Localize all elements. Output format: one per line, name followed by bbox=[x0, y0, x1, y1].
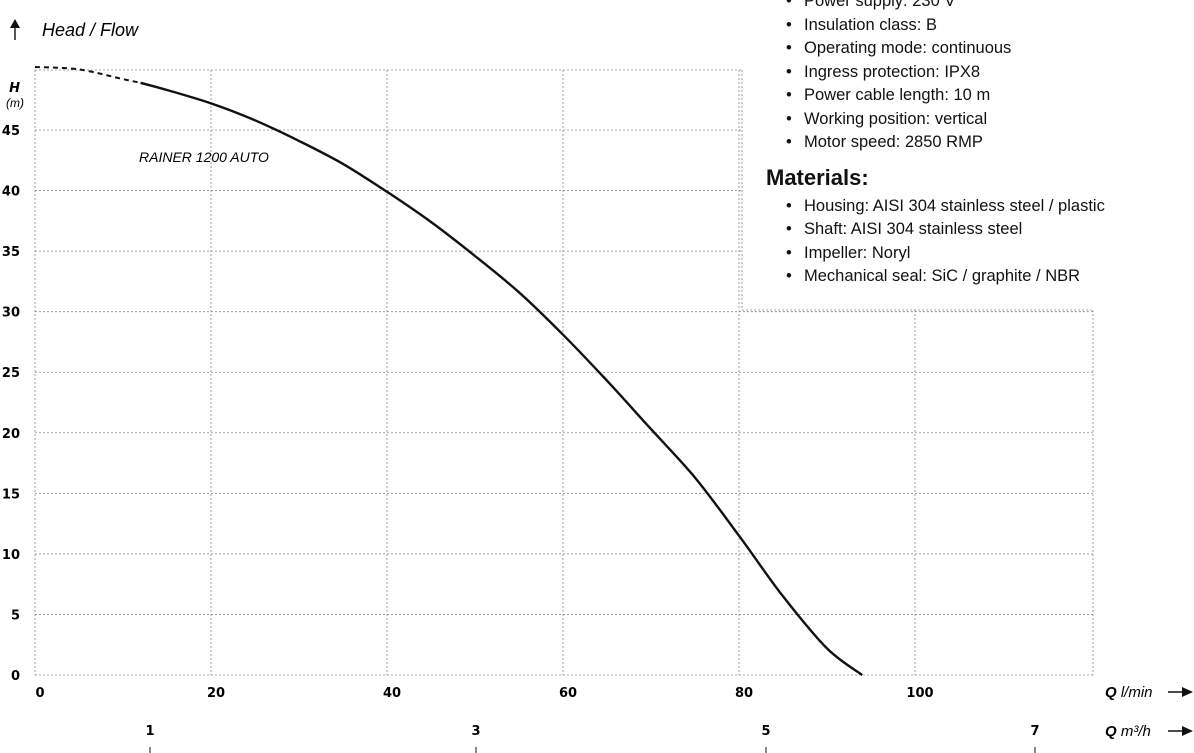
y-tick-label: 40 bbox=[2, 185, 20, 200]
spec-text: Insulation class: B bbox=[804, 15, 937, 34]
y-tick-label: 45 bbox=[2, 124, 20, 139]
bullet-icon: • bbox=[786, 196, 792, 215]
right-arrow-head-icon bbox=[1182, 687, 1193, 697]
material-item: • Impeller: Noryl bbox=[786, 242, 1186, 266]
x-tick-label-lmin: 80 bbox=[735, 686, 753, 701]
chart-title: Head / Flow bbox=[42, 20, 139, 40]
x-tick-label-lmin: 100 bbox=[906, 686, 933, 701]
spec-text: Working position: vertical bbox=[804, 109, 988, 128]
materials-list: • Housing: AISI 304 stainless steel / pla… bbox=[786, 195, 1186, 289]
bullet-icon: • bbox=[786, 0, 792, 10]
x-axis-unit: l/min bbox=[1117, 684, 1153, 701]
y-tick-label: 20 bbox=[2, 427, 20, 442]
material-item: • Mechanical seal: SiC / graphite / NBR bbox=[786, 265, 1186, 289]
spec-item: • Power supply: 230 V bbox=[786, 0, 1186, 14]
spec-text: Motor speed: 2850 RMP bbox=[804, 133, 983, 151]
spec-item: • Motor speed: 2850 RMP bbox=[786, 131, 1186, 155]
material-item: • Shaft: AISI 304 stainless steel bbox=[786, 218, 1186, 242]
y-tick-label: 35 bbox=[2, 245, 20, 260]
y-tick-label: 15 bbox=[2, 487, 20, 502]
spec-list: • Power supply: 230 V • Insulation class: B… bbox=[786, 0, 1186, 155]
x-axis-q: Q bbox=[1105, 684, 1117, 701]
x-axis-label-m3h: Q m³/h bbox=[1105, 723, 1151, 740]
axes bbox=[10, 19, 1193, 753]
right-arrow-head-icon bbox=[1182, 726, 1193, 736]
x-tick-label-lmin: 60 bbox=[559, 686, 577, 701]
x-tick-label-lmin: 20 bbox=[207, 686, 225, 701]
bullet-icon: • bbox=[786, 267, 792, 285]
bullet-icon: • bbox=[786, 133, 792, 151]
y-tick-label: 25 bbox=[2, 366, 20, 381]
bullet-icon: • bbox=[786, 86, 792, 104]
material-item: • Housing: AISI 304 stainless steel / pla… bbox=[786, 195, 1186, 219]
spec-text: Operating mode: continuous bbox=[804, 39, 1012, 57]
x-axis-label-lmin: Q l/min bbox=[1105, 684, 1153, 701]
series-label: RAINER 1200 AUTO bbox=[139, 149, 269, 165]
bullet-icon: • bbox=[786, 39, 792, 57]
y-axis-label: H bbox=[9, 81, 20, 96]
bullet-icon: • bbox=[786, 62, 792, 81]
spec-item: • Working position: vertical bbox=[786, 108, 1186, 132]
series-line-dashed bbox=[34, 66, 141, 84]
bullet-icon: • bbox=[786, 15, 792, 34]
x-tick-label-lmin: 40 bbox=[383, 686, 401, 701]
curve-group bbox=[34, 66, 863, 676]
bullet-icon: • bbox=[786, 109, 792, 128]
x-tick-label-m3h: 5 bbox=[761, 724, 770, 739]
material-text: Mechanical seal: SiC / graphite / NBR bbox=[804, 267, 1081, 285]
materials-heading: Materials: bbox=[766, 164, 869, 190]
x-tick-label-lmin: 0 bbox=[35, 686, 44, 701]
spec-text: Power supply: 230 V bbox=[804, 0, 956, 10]
spec-text: Power cable length: 10 m bbox=[804, 86, 991, 104]
y-tick-label: 5 bbox=[11, 608, 20, 623]
up-arrow-head-icon bbox=[10, 19, 20, 28]
spec-text: Ingress protection: IPX8 bbox=[804, 62, 981, 81]
series-line bbox=[140, 81, 863, 676]
grid bbox=[34, 69, 1094, 676]
y-axis-unit: (m) bbox=[6, 96, 24, 110]
y-tick-label: 10 bbox=[2, 548, 20, 563]
bullet-icon: • bbox=[786, 243, 792, 262]
bullet-icon: • bbox=[786, 220, 792, 238]
x-tick-label-m3h: 7 bbox=[1030, 724, 1039, 739]
specs-panel: • Power supply: 230 V • Insulation class: B… bbox=[766, 0, 1186, 289]
y-tick-label: 0 bbox=[11, 669, 20, 684]
x-axis-q: Q bbox=[1105, 723, 1117, 740]
material-text: Shaft: AISI 304 stainless steel bbox=[804, 220, 1023, 238]
x-axis-unit: m³/h bbox=[1117, 723, 1151, 740]
spec-item: • Ingress protection: IPX8 bbox=[786, 61, 1186, 85]
y-tick-label: 30 bbox=[2, 306, 20, 321]
spec-item: • Insulation class: B bbox=[786, 14, 1186, 38]
spec-item: • Operating mode: continuous bbox=[786, 37, 1186, 61]
material-text: Housing: AISI 304 stainless steel / plas… bbox=[804, 196, 1105, 215]
spec-item: • Power cable length: 10 m bbox=[786, 84, 1186, 108]
material-text: Impeller: Noryl bbox=[804, 243, 911, 262]
x-tick-label-m3h: 3 bbox=[471, 724, 480, 739]
x-tick-label-m3h: 1 bbox=[145, 724, 154, 739]
